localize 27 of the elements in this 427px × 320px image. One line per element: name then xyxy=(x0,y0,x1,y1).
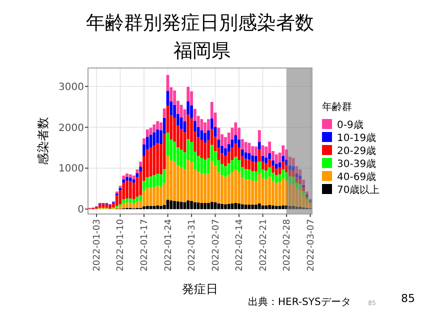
legend-label: 70歳以上 xyxy=(337,184,380,196)
legend-label: 0-9歳 xyxy=(337,119,364,131)
x-tick-label: 2022-01-10 xyxy=(116,218,126,272)
x-tick-label: 2022-02-07 xyxy=(211,219,222,272)
legend-label: 10-19歳 xyxy=(337,132,376,144)
x-tick-label: 2022-02-21 xyxy=(258,219,269,272)
x-tick-label: 2022-03-07 xyxy=(306,219,316,272)
y-axis-title: 感染者数 xyxy=(36,117,50,165)
x-tick-label: 2022-02-14 xyxy=(235,218,246,272)
legend-label: 30-39歳 xyxy=(337,158,376,170)
y-tick-label: 2000 xyxy=(58,122,84,134)
legend-label: 40-69歳 xyxy=(337,171,376,183)
chart-title: 年齢群別発症日別感染者数 xyxy=(86,12,314,34)
text: 85 xyxy=(401,292,415,305)
y-tick-label: 1000 xyxy=(58,164,84,175)
source-note: 出典：HER-SYSデータ xyxy=(248,296,351,308)
legend-title: 年齢群 xyxy=(322,101,352,113)
chart-subtitle: 福岡県 xyxy=(174,40,230,62)
x-tick-label: 2022-01-24 xyxy=(164,218,174,272)
y-tick-label: 3000 xyxy=(58,82,84,93)
x-tick-label: 2022-02-28 xyxy=(282,218,293,272)
x-tick-label: 2022-01-17 xyxy=(140,219,150,272)
x-tick-label: 2022-01-31 xyxy=(188,219,198,272)
legend-label: 20-29歳 xyxy=(337,145,376,157)
y-tick-label: 0 xyxy=(78,204,84,216)
x-axis-title: 発症日 xyxy=(182,282,218,296)
x-tick-label: 2022-01-03 xyxy=(92,219,102,272)
